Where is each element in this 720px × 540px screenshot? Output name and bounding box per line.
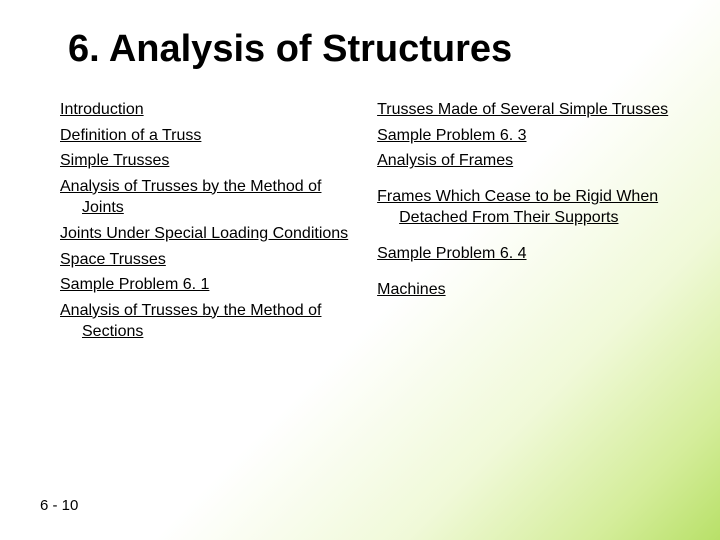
toc-link[interactable]: Joints Under Special Loading Conditions bbox=[60, 223, 353, 245]
slide: 6. Analysis of Structures Introduction De… bbox=[0, 0, 720, 540]
toc-link[interactable]: Frames Which Cease to be Rigid When Deta… bbox=[377, 186, 680, 229]
slide-number: 6 - 10 bbox=[40, 497, 78, 514]
toc-link[interactable]: Definition of a Truss bbox=[60, 125, 353, 147]
toc-link[interactable]: Machines bbox=[377, 279, 680, 301]
toc-columns: Introduction Definition of a Truss Simple … bbox=[60, 99, 680, 347]
toc-link[interactable]: Analysis of Frames bbox=[377, 150, 680, 172]
toc-link[interactable]: Sample Problem 6. 4 bbox=[377, 243, 680, 265]
toc-link[interactable]: Introduction bbox=[60, 99, 353, 121]
toc-link[interactable]: Analysis of Trusses by the Method of Joi… bbox=[60, 176, 353, 219]
toc-link[interactable]: Analysis of Trusses by the Method of Sec… bbox=[60, 300, 353, 343]
toc-link[interactable]: Trusses Made of Several Simple Trusses bbox=[377, 99, 680, 121]
slide-title: 6. Analysis of Structures bbox=[68, 28, 680, 71]
toc-link[interactable]: Sample Problem 6. 1 bbox=[60, 274, 353, 296]
toc-column-left: Introduction Definition of a Truss Simple … bbox=[60, 99, 353, 347]
toc-link[interactable]: Simple Trusses bbox=[60, 150, 353, 172]
toc-link[interactable]: Sample Problem 6. 3 bbox=[377, 125, 680, 147]
toc-link[interactable]: Space Trusses bbox=[60, 249, 353, 271]
toc-column-right: Trusses Made of Several Simple Trusses Sa… bbox=[377, 99, 680, 347]
